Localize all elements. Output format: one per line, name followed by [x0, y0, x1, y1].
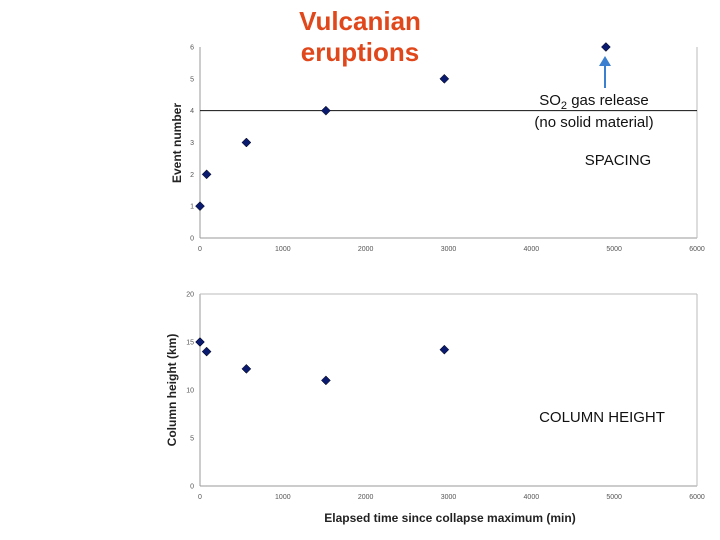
column-data-point — [201, 346, 212, 357]
spacing-y-tick-label: 5 — [190, 76, 194, 83]
column-data-point — [241, 364, 252, 374]
column-y-tick-label: 20 — [186, 292, 194, 299]
spacing-ticks: 0 1000 2000 3000 4000 5000 6000 0 1 2 3 4 5 6 — [190, 45, 705, 254]
so2-label-line2: (no solid material) — [534, 114, 653, 131]
spacing-x-tick-label: 2000 — [358, 246, 374, 253]
spacing-label: SPACING — [585, 152, 651, 169]
chart-title: Vulcanian eruptions — [299, 6, 421, 67]
column-x-axis-title: Elapsed time since collapse maximum (min… — [324, 511, 575, 525]
column-points — [195, 337, 450, 386]
column-x-tick-label: 4000 — [524, 494, 540, 501]
spacing-data-point — [601, 42, 611, 52]
so2-label-rest: gas release — [567, 92, 649, 109]
so2-label: SO2 gas release — [539, 92, 649, 112]
spacing-x-tick-label: 1000 — [275, 246, 291, 253]
spacing-y-tick-label: 2 — [190, 172, 194, 179]
spacing-y-tick-label: 4 — [190, 108, 194, 115]
column-data-point — [439, 344, 450, 355]
column-y-tick-label: 15 — [186, 340, 194, 347]
spacing-y-tick-label: 6 — [190, 45, 194, 52]
spacing-y-axis-title: Event number — [170, 103, 184, 183]
column-ticks: 0 1000 2000 3000 4000 5000 6000 0 5 10 15 20 — [186, 292, 705, 502]
column-height-plot: 0 1000 2000 3000 4000 5000 6000 0 5 10 15 20 Column… — [165, 292, 705, 526]
spacing-data-point — [321, 105, 331, 116]
spacing-y-tick-label: 3 — [190, 140, 194, 147]
spacing-x-tick-label: 5000 — [606, 246, 622, 253]
spacing-y-tick-label: 1 — [190, 204, 194, 211]
spacing-points — [195, 42, 611, 212]
column-y-tick-label: 0 — [190, 484, 194, 491]
column-x-tick-label: 3000 — [441, 494, 457, 501]
spacing-x-tick-label: 0 — [198, 246, 202, 253]
spacing-x-tick-label: 6000 — [689, 246, 705, 253]
column-x-tick-label: 6000 — [689, 494, 705, 501]
spacing-data-point — [439, 73, 450, 84]
spacing-data-point — [195, 201, 205, 212]
column-x-tick-label: 1000 — [275, 494, 291, 501]
so2-annotation: SO2 gas release (no solid material) — [534, 56, 654, 131]
column-x-tick-label: 2000 — [358, 494, 374, 501]
column-y-axis-title: Column height (km) — [165, 334, 179, 447]
column-y-tick-label: 10 — [186, 388, 194, 395]
spacing-x-tick-label: 4000 — [524, 246, 540, 253]
spacing-data-point — [201, 169, 212, 180]
so2-label-subscript: 2 — [561, 100, 567, 112]
column-data-point — [195, 337, 205, 347]
column-x-tick-label: 0 — [198, 494, 202, 501]
column-height-label: COLUMN HEIGHT — [539, 409, 665, 426]
so2-arrow-head — [599, 56, 611, 66]
column-x-tick-label: 5000 — [606, 494, 622, 501]
column-y-tick-label: 5 — [190, 436, 194, 443]
spacing-data-point — [241, 137, 252, 148]
spacing-x-tick-label: 3000 — [441, 246, 457, 253]
column-data-point — [321, 375, 331, 386]
spacing-plot: 0 1000 2000 3000 4000 5000 6000 0 1 2 3 4 5 6 Event n… — [170, 42, 705, 254]
so2-label-main: SO — [539, 92, 561, 109]
spacing-y-tick-label: 0 — [190, 236, 194, 243]
